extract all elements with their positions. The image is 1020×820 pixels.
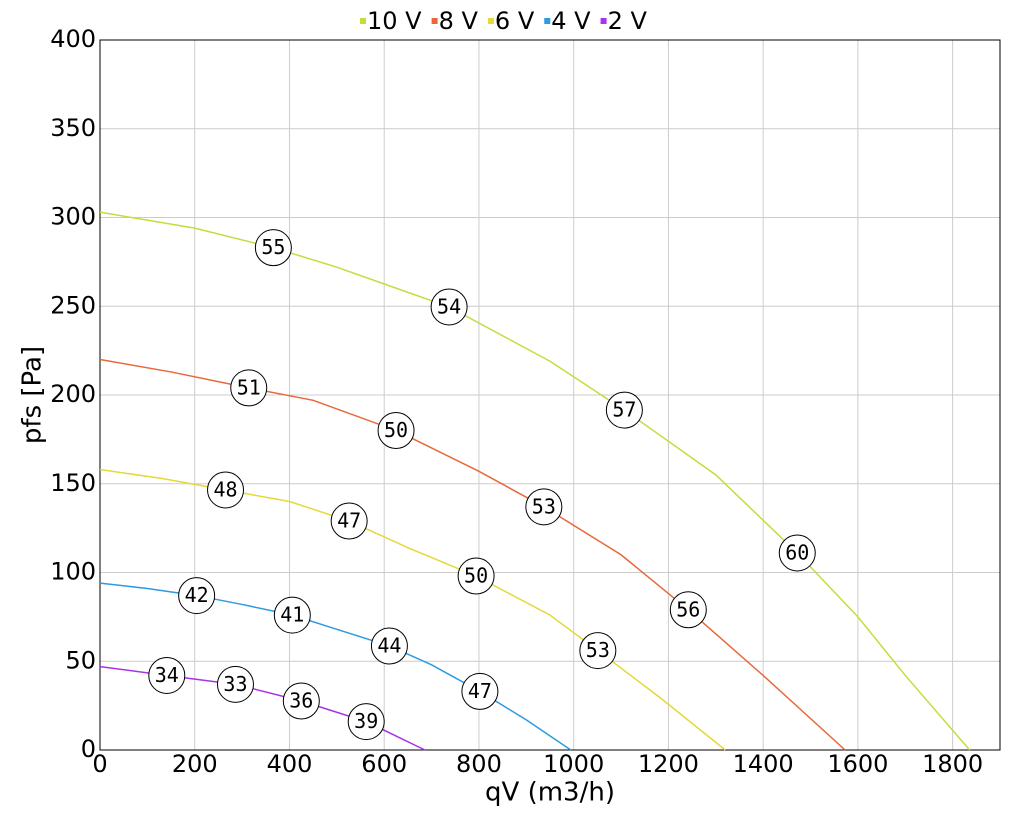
point-label: 50 bbox=[384, 418, 408, 442]
plot-frame bbox=[99, 39, 1001, 751]
point-marker bbox=[605, 391, 643, 429]
point-label: 34 bbox=[155, 663, 179, 687]
x-tick-label: 600 bbox=[361, 750, 407, 778]
point-label: 42 bbox=[185, 583, 209, 607]
y-tick-label: 400 bbox=[50, 25, 96, 53]
legend-swatch bbox=[487, 18, 494, 24]
point-marker bbox=[216, 665, 254, 703]
y-tick-label: 200 bbox=[50, 380, 96, 408]
curve bbox=[99, 468, 726, 751]
point-marker bbox=[457, 557, 495, 595]
x-tick-label: 1600 bbox=[827, 750, 888, 778]
point-marker bbox=[330, 502, 368, 540]
x-tick-label: 400 bbox=[267, 750, 313, 778]
point-marker bbox=[669, 591, 707, 629]
point-marker bbox=[254, 229, 292, 267]
point-label: 56 bbox=[676, 597, 700, 621]
legend-swatch bbox=[600, 18, 607, 24]
point-label: 39 bbox=[354, 709, 378, 733]
point-label: 50 bbox=[464, 564, 488, 588]
point-marker bbox=[370, 627, 408, 665]
legend-label: 4 V bbox=[551, 7, 591, 35]
x-tick-label: 1000 bbox=[543, 750, 604, 778]
point-label: 47 bbox=[337, 509, 361, 533]
y-tick-label: 250 bbox=[50, 291, 96, 319]
point-label: 44 bbox=[377, 633, 401, 657]
point-marker bbox=[579, 632, 617, 670]
point-marker bbox=[347, 703, 385, 741]
point-marker bbox=[461, 672, 499, 710]
x-tick-label: 1400 bbox=[733, 750, 794, 778]
legend-swatch bbox=[544, 18, 551, 24]
point-marker bbox=[778, 534, 816, 572]
y-tick-label: 0 bbox=[81, 735, 96, 763]
curve bbox=[99, 358, 846, 751]
point-label: 51 bbox=[237, 375, 261, 399]
legend-label: 2 V bbox=[608, 7, 648, 35]
point-marker bbox=[207, 471, 245, 509]
y-tick-label: 350 bbox=[50, 114, 96, 142]
point-label: 54 bbox=[437, 294, 461, 318]
point-marker bbox=[282, 682, 320, 720]
point-marker bbox=[430, 288, 468, 326]
point-label: 60 bbox=[785, 540, 809, 564]
point-marker bbox=[525, 488, 563, 526]
y-tick-label: 300 bbox=[50, 203, 96, 231]
legend-label: 10 V bbox=[367, 7, 422, 35]
legend-swatch bbox=[431, 18, 438, 24]
point-label: 53 bbox=[586, 638, 610, 662]
point-marker bbox=[273, 596, 311, 634]
point-marker bbox=[230, 369, 268, 407]
point-label: 57 bbox=[612, 398, 636, 422]
x-tick-label: 800 bbox=[456, 750, 502, 778]
point-label: 55 bbox=[261, 235, 285, 259]
point-label: 33 bbox=[223, 672, 247, 696]
y-tick-label: 150 bbox=[50, 469, 96, 497]
y-tick-label: 50 bbox=[65, 646, 96, 674]
x-tick-label: 0 bbox=[92, 750, 107, 778]
point-marker bbox=[377, 412, 415, 449]
legend-label: 8 V bbox=[439, 7, 479, 35]
y-axis-title: pfs [Pa] bbox=[18, 346, 48, 444]
x-tick-label: 1200 bbox=[638, 750, 699, 778]
point-marker bbox=[148, 656, 186, 694]
point-label: 53 bbox=[532, 494, 556, 518]
point-label: 41 bbox=[280, 603, 304, 627]
x-tick-label: 200 bbox=[172, 750, 218, 778]
point-label: 47 bbox=[468, 679, 492, 703]
x-tick-label: 1800 bbox=[922, 750, 983, 778]
x-axis-title: qV (m3/h) bbox=[485, 778, 615, 808]
point-marker bbox=[178, 577, 216, 615]
point-label: 36 bbox=[289, 689, 313, 713]
y-tick-label: 100 bbox=[50, 558, 96, 586]
point-label: 48 bbox=[213, 477, 237, 501]
legend-label: 6 V bbox=[495, 7, 535, 35]
legend-swatch bbox=[360, 18, 366, 24]
